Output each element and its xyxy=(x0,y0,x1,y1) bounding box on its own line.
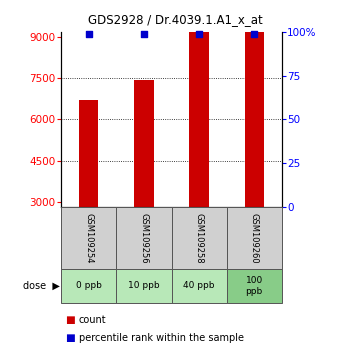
Text: ■: ■ xyxy=(65,315,75,325)
Text: count: count xyxy=(79,315,106,325)
Text: ■: ■ xyxy=(65,333,75,343)
Bar xyxy=(245,27,264,207)
Bar xyxy=(134,80,154,207)
Text: GSM109256: GSM109256 xyxy=(139,213,148,263)
Point xyxy=(251,31,257,36)
Point xyxy=(141,31,147,36)
Text: GDS2928 / Dr.4039.1.A1_x_at: GDS2928 / Dr.4039.1.A1_x_at xyxy=(88,13,262,26)
Point xyxy=(196,31,202,36)
Text: GSM109258: GSM109258 xyxy=(195,213,204,263)
Bar xyxy=(79,100,98,207)
Text: 0 ppb: 0 ppb xyxy=(76,281,102,290)
Text: GSM109254: GSM109254 xyxy=(84,213,93,263)
Point xyxy=(86,31,92,36)
Text: percentile rank within the sample: percentile rank within the sample xyxy=(79,333,244,343)
Text: 100
ppb: 100 ppb xyxy=(246,276,263,296)
Text: dose  ▶: dose ▶ xyxy=(23,281,60,291)
Text: GSM109260: GSM109260 xyxy=(250,213,259,263)
Text: 10 ppb: 10 ppb xyxy=(128,281,160,290)
Bar xyxy=(189,27,209,207)
Text: 40 ppb: 40 ppb xyxy=(183,281,215,290)
